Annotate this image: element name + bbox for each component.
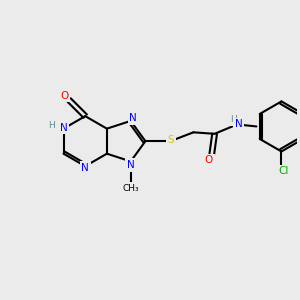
Text: O: O [205,155,213,165]
Text: N: N [235,119,243,129]
Text: N: N [60,123,68,133]
Text: Cl: Cl [279,166,289,176]
Text: H: H [230,115,237,124]
Text: O: O [61,91,69,100]
Text: N: N [81,163,89,173]
Text: N: N [127,160,135,170]
Text: H: H [48,121,55,130]
Text: CH₃: CH₃ [122,184,139,193]
Text: S: S [168,135,174,145]
Text: N: N [129,113,137,123]
